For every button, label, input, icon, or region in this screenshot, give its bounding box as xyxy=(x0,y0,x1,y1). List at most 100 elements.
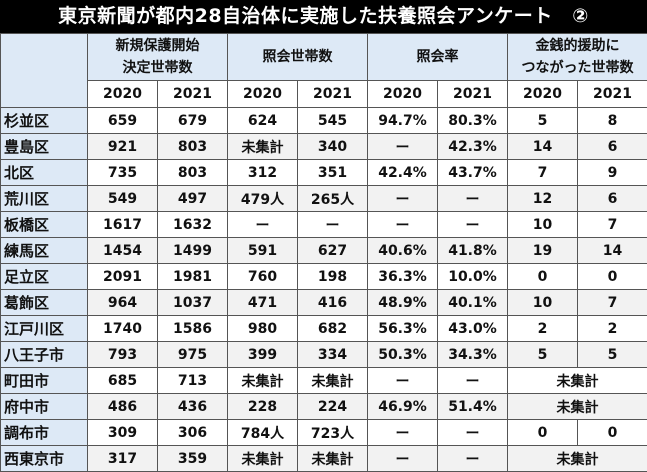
table-cell: 未集計 xyxy=(507,393,647,420)
table-cell: 80.3% xyxy=(437,107,508,134)
municipality-name: 杉並区 xyxy=(0,107,88,134)
table-cell: ー xyxy=(297,211,368,238)
header-new-protection: 新規保護開始 決定世帯数 xyxy=(87,33,228,81)
table-cell: 未集計 xyxy=(507,445,647,472)
municipality-name: 八王子市 xyxy=(0,341,88,368)
table-cell: 713 xyxy=(157,367,228,394)
table-cell: 1632 xyxy=(157,211,228,238)
table-row: 葛飾区 964 1037 471 416 48.9% 40.1% 10 7 xyxy=(0,289,647,316)
table-cell: 682 xyxy=(297,315,368,342)
year-header: 2020 xyxy=(507,80,578,108)
table-cell: 399 xyxy=(227,341,298,368)
table-cell: 0 xyxy=(577,263,647,290)
table-row: 足立区 2091 1981 760 198 36.3% 10.0% 0 0 xyxy=(0,263,647,290)
corner-cell xyxy=(0,80,88,108)
table-cell: 685 xyxy=(87,367,158,394)
table-cell: 40.6% xyxy=(367,237,438,264)
table-cell: 48.9% xyxy=(367,289,438,316)
table-cell: 5 xyxy=(507,107,578,134)
table-cell: 309 xyxy=(87,419,158,446)
table-cell: ー xyxy=(367,445,438,472)
header-inquiry-households: 照会世帯数 xyxy=(227,33,368,81)
table-cell: 1617 xyxy=(87,211,158,238)
table-cell: 265人 xyxy=(297,185,368,212)
table-row: 豊島区 921 803 未集計 340 ー 42.3% 14 6 xyxy=(0,133,647,160)
table-cell: 14 xyxy=(507,133,578,160)
table-cell: 1454 xyxy=(87,237,158,264)
table-cell: 10 xyxy=(507,211,578,238)
municipality-name: 葛飾区 xyxy=(0,289,88,316)
municipality-name: 西東京市 xyxy=(0,445,88,472)
table-cell: 50.3% xyxy=(367,341,438,368)
table-cell: 479人 xyxy=(227,185,298,212)
table-cell: 624 xyxy=(227,107,298,134)
table-cell: 436 xyxy=(157,393,228,420)
table-cell: ー xyxy=(437,211,508,238)
table-cell: 56.3% xyxy=(367,315,438,342)
table-cell: 10.0% xyxy=(437,263,508,290)
table-cell: 5 xyxy=(577,341,647,368)
table-cell: 659 xyxy=(87,107,158,134)
table-cell: 36.3% xyxy=(367,263,438,290)
table-cell: ー xyxy=(437,367,508,394)
table-cell: 486 xyxy=(87,393,158,420)
header-inquiry-rate: 照会率 xyxy=(367,33,508,81)
municipality-name: 北区 xyxy=(0,159,88,186)
table-cell: 0 xyxy=(507,419,578,446)
table-cell: 6 xyxy=(577,133,647,160)
table-cell: 1740 xyxy=(87,315,158,342)
table-cell: 5 xyxy=(507,341,578,368)
table-cell: 未集計 xyxy=(507,367,647,394)
table-cell: 921 xyxy=(87,133,158,160)
table-cell: ー xyxy=(367,185,438,212)
table-cell: 6 xyxy=(577,185,647,212)
year-header: 2020 xyxy=(367,80,438,108)
municipality-name: 江戸川区 xyxy=(0,315,88,342)
table-cell: 未集計 xyxy=(227,133,298,160)
table-cell: 10 xyxy=(507,289,578,316)
table-cell: 2 xyxy=(577,315,647,342)
year-header: 2021 xyxy=(437,80,508,108)
table-cell: 8 xyxy=(577,107,647,134)
municipality-name: 練馬区 xyxy=(0,237,88,264)
table-row: 八王子市 793 975 399 334 50.3% 34.3% 5 5 xyxy=(0,341,647,368)
survey-table: 新規保護開始 決定世帯数 照会世帯数 照会率 金銭的援助に つながった世帯数 2… xyxy=(0,33,647,472)
year-header: 2021 xyxy=(577,80,647,108)
table-cell: 1981 xyxy=(157,263,228,290)
table-cell: 228 xyxy=(227,393,298,420)
table-cell: 803 xyxy=(157,159,228,186)
header-financial-aid: 金銭的援助に つながった世帯数 xyxy=(507,33,647,81)
table-row: 西東京市 317 359 未集計 未集計ーー未集計 xyxy=(0,445,647,472)
table-cell: 0 xyxy=(577,419,647,446)
municipality-name: 板橋区 xyxy=(0,211,88,238)
municipality-name: 荒川区 xyxy=(0,185,88,212)
table-cell: ー xyxy=(367,211,438,238)
table-cell: 416 xyxy=(297,289,368,316)
table-cell: 735 xyxy=(87,159,158,186)
table-cell: 43.0% xyxy=(437,315,508,342)
table-cell: 306 xyxy=(157,419,228,446)
table-cell: 40.1% xyxy=(437,289,508,316)
table-cell: 7 xyxy=(577,289,647,316)
table-row: 北区 735 803 312 351 42.4% 43.7% 7 9 xyxy=(0,159,647,186)
table-cell: 340 xyxy=(297,133,368,160)
municipality-name: 町田市 xyxy=(0,367,88,394)
municipality-name: 調布市 xyxy=(0,419,88,446)
table-cell: ー xyxy=(367,367,438,394)
table-cell: ー xyxy=(227,211,298,238)
table-cell: 2 xyxy=(507,315,578,342)
year-header: 2020 xyxy=(87,80,158,108)
table-cell: ー xyxy=(367,133,438,160)
table-cell: 34.3% xyxy=(437,341,508,368)
table-row: 府中市 486 436 228 224 46.9% 51.4% 未集計 xyxy=(0,393,647,420)
table-cell: 42.3% xyxy=(437,133,508,160)
table-cell: 未集計 xyxy=(227,445,298,472)
table-cell: ー xyxy=(437,445,508,472)
table-cell: 51.4% xyxy=(437,393,508,420)
table-cell: 未集計 xyxy=(297,367,368,394)
table-cell: 未集計 xyxy=(227,367,298,394)
header-year-row: 2020 2021 2020 2021 2020 2021 2020 2021 xyxy=(0,80,647,108)
year-header: 2021 xyxy=(297,80,368,108)
table-cell: 545 xyxy=(297,107,368,134)
table-cell: 803 xyxy=(157,133,228,160)
